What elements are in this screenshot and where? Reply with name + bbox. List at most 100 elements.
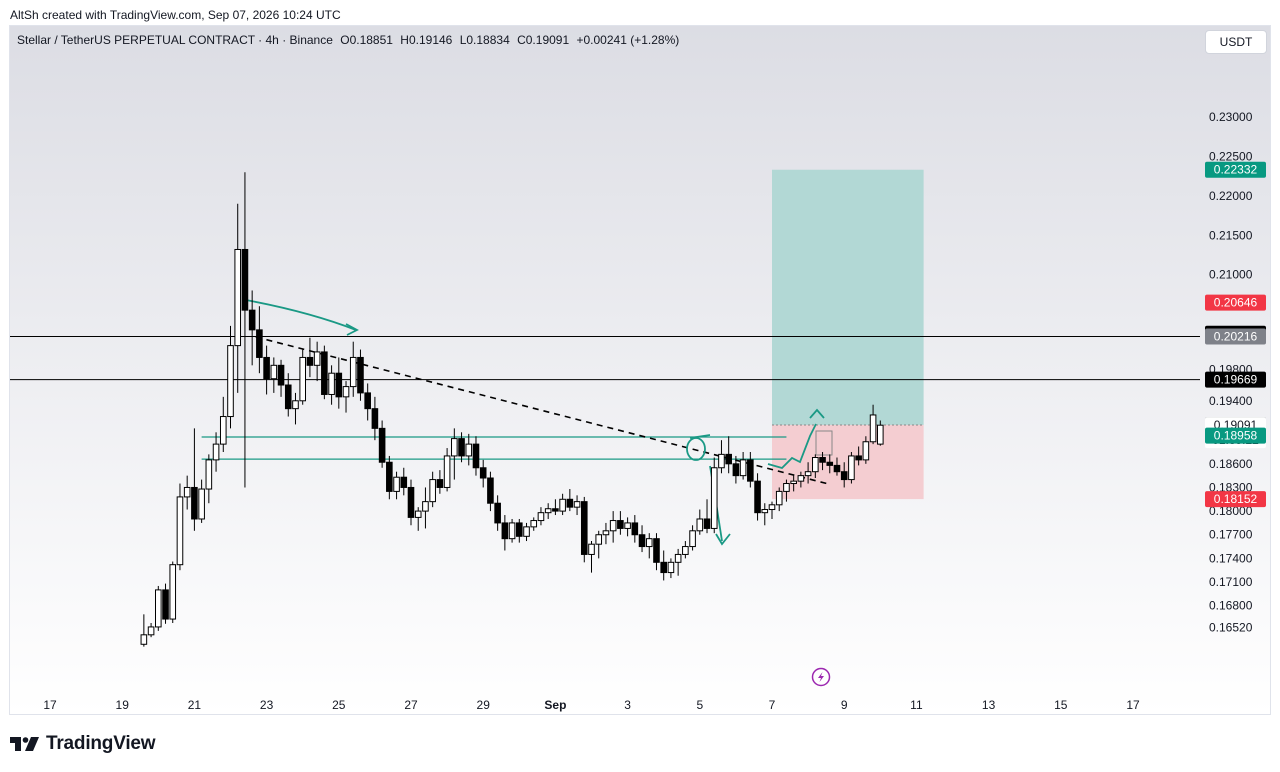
candle[interactable] [674, 553, 682, 563]
breakout-arrow[interactable] [767, 423, 817, 470]
candle[interactable] [667, 561, 675, 574]
candle[interactable] [530, 520, 538, 528]
candle[interactable] [321, 351, 328, 395]
candle[interactable] [328, 372, 335, 395]
symbol-name[interactable]: Stellar / TetherUS PERPETUAL CONTRACT · … [17, 33, 333, 47]
candle[interactable] [631, 522, 639, 536]
candle[interactable] [516, 522, 523, 537]
target-zone[interactable] [772, 169, 924, 425]
candle[interactable] [386, 461, 393, 492]
candle[interactable] [299, 356, 306, 402]
candle[interactable] [335, 372, 343, 398]
candle[interactable] [443, 455, 451, 488]
candle[interactable] [364, 392, 371, 410]
candle[interactable] [140, 634, 148, 645]
candle[interactable] [219, 416, 227, 445]
candle[interactable] [472, 443, 480, 469]
candle[interactable] [451, 438, 458, 457]
candle[interactable] [169, 564, 177, 620]
candle[interactable] [869, 414, 877, 443]
candle[interactable] [277, 364, 285, 386]
candle[interactable] [754, 480, 761, 514]
candle[interactable] [682, 546, 689, 555]
candle[interactable] [696, 518, 704, 532]
candle[interactable] [819, 457, 826, 463]
candle[interactable] [147, 626, 155, 636]
candle[interactable] [313, 351, 321, 366]
candle[interactable] [183, 486, 191, 498]
candle[interactable] [725, 453, 732, 465]
candle[interactable] [573, 501, 581, 508]
candle[interactable] [812, 457, 819, 473]
candle[interactable] [638, 534, 646, 548]
candle[interactable] [212, 443, 220, 461]
candle[interactable] [256, 329, 263, 358]
candle[interactable] [378, 427, 386, 463]
candle[interactable] [660, 561, 668, 574]
candle[interactable] [739, 459, 747, 477]
pullback-arrow[interactable] [245, 299, 357, 331]
candle[interactable] [775, 490, 783, 506]
candle[interactable] [162, 589, 169, 620]
candle[interactable] [689, 530, 696, 548]
candle[interactable] [191, 486, 198, 520]
candle[interactable] [544, 508, 552, 514]
candle[interactable] [624, 522, 631, 529]
candle[interactable] [270, 364, 278, 380]
candle[interactable] [501, 522, 509, 540]
candle[interactable] [227, 345, 234, 418]
candle[interactable] [400, 476, 408, 488]
lightning-icon[interactable] [811, 667, 831, 687]
candle[interactable] [552, 508, 559, 512]
candle[interactable] [718, 453, 725, 469]
candle[interactable] [234, 248, 242, 347]
candle[interactable] [523, 526, 530, 537]
candle[interactable] [349, 356, 357, 388]
candle[interactable] [393, 476, 400, 492]
candle[interactable] [241, 248, 249, 311]
candle[interactable] [284, 384, 292, 410]
candle[interactable] [537, 512, 545, 522]
candle[interactable] [292, 400, 299, 410]
candle[interactable] [205, 459, 213, 490]
candle[interactable] [559, 498, 566, 512]
candle[interactable] [508, 522, 516, 540]
currency-button[interactable]: USDT [1205, 30, 1267, 54]
candle[interactable] [407, 486, 415, 518]
candle[interactable] [436, 479, 444, 488]
candle[interactable] [609, 520, 617, 532]
chart-pane[interactable]: 0.23000 0.22500 0.22000 0.21500 0.21000 0.198… [9, 25, 1271, 715]
candle[interactable] [566, 498, 574, 508]
candle[interactable] [176, 496, 184, 566]
candle[interactable] [747, 459, 754, 482]
candle[interactable] [371, 408, 379, 429]
candle[interactable] [855, 455, 862, 461]
candle[interactable] [465, 443, 473, 457]
candle[interactable] [198, 488, 205, 520]
candle[interactable] [877, 424, 884, 445]
candle[interactable] [487, 477, 494, 504]
candle[interactable] [653, 538, 660, 563]
candle[interactable] [645, 538, 653, 548]
candle[interactable] [797, 475, 805, 482]
candle[interactable] [494, 502, 501, 524]
candle[interactable] [783, 483, 790, 492]
stop-zone[interactable] [772, 424, 924, 500]
candle[interactable] [790, 480, 797, 485]
candle[interactable] [595, 534, 603, 545]
candle[interactable] [414, 510, 422, 518]
candle[interactable] [155, 589, 162, 628]
candle[interactable] [429, 479, 436, 503]
candle[interactable] [617, 520, 624, 529]
tradingview-logo[interactable]: TradingView [10, 733, 156, 755]
candle[interactable] [848, 455, 855, 481]
candle[interactable] [703, 518, 711, 529]
candle[interactable] [306, 356, 314, 366]
candle[interactable] [862, 441, 870, 461]
candle[interactable] [840, 471, 848, 481]
candle[interactable] [422, 501, 429, 512]
candle[interactable] [479, 467, 487, 479]
candle[interactable] [833, 464, 841, 473]
candle[interactable] [263, 356, 270, 380]
candle[interactable] [248, 309, 256, 331]
